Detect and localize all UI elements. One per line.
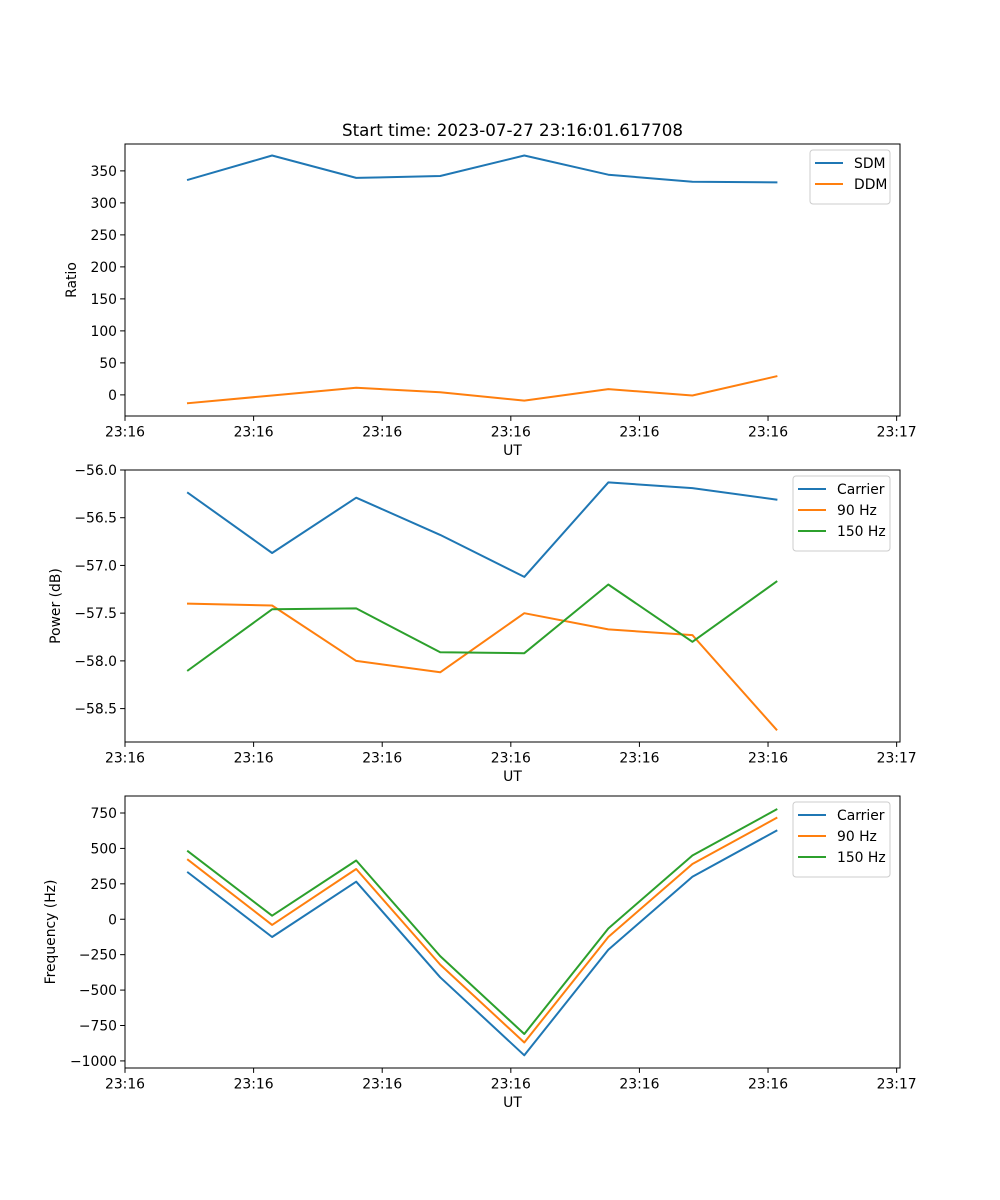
y-tick-label: −57.0	[74, 558, 117, 574]
x-tick-label: 23:16	[491, 1077, 531, 1093]
y-tick-label: 200	[90, 260, 117, 276]
y-tick-label: 100	[90, 324, 117, 340]
x-tick-label: 23:16	[234, 751, 274, 767]
x-tick-label: 23:16	[234, 1077, 274, 1093]
legend-label: DDM	[854, 177, 887, 193]
y-tick-label: −57.5	[74, 606, 117, 622]
legend-label: 90 Hz	[837, 829, 877, 845]
x-tick-label: 23:17	[877, 1077, 917, 1093]
y-tick-label: 350	[90, 164, 117, 180]
y-tick-label: −750	[79, 1019, 117, 1035]
y-tick-label: 0	[108, 912, 117, 928]
y-tick-label: −56.5	[74, 511, 117, 527]
x-tick-label: 23:17	[877, 425, 917, 441]
y-tick-label: 300	[90, 196, 117, 212]
x-axis-label: UT	[503, 1095, 522, 1111]
y-tick-label: 50	[99, 356, 117, 372]
legend: Carrier 90 Hz 150 Hz	[792, 801, 891, 878]
y-axis-label: Frequency (Hz)	[43, 880, 59, 985]
y-tick-label: −250	[79, 948, 117, 964]
x-tick-label: 23:16	[619, 425, 659, 441]
y-tick-label: 150	[90, 292, 117, 308]
x-tick-label: 23:16	[362, 751, 402, 767]
x-tick-label: 23:16	[748, 1077, 788, 1093]
y-tick-label: −56.0	[74, 463, 117, 479]
x-tick-label: 23:17	[877, 751, 917, 767]
x-tick-label: 23:16	[105, 425, 145, 441]
legend-label: 90 Hz	[837, 503, 877, 519]
subplot-1: Start time: 2023-07-27 23:16:01.617708 23…	[64, 120, 917, 459]
legend-label: Carrier	[837, 808, 885, 824]
legend: SDM DDM	[809, 149, 891, 205]
series-line-90-hz	[186, 602, 778, 732]
y-tick-label: −58.5	[74, 702, 117, 718]
series-line-ddm	[186, 375, 778, 405]
axes-frame	[124, 795, 901, 1069]
x-tick-label: 23:16	[491, 425, 531, 441]
x-tick-label: 23:16	[748, 425, 788, 441]
axes-frame	[124, 143, 901, 417]
y-tick-label: 250	[90, 228, 117, 244]
x-tick-label: 23:16	[362, 425, 402, 441]
y-axis-label: Power (dB)	[48, 568, 64, 644]
legend-label: Carrier	[837, 482, 885, 498]
series-line-150-hz	[186, 808, 778, 1035]
y-tick-label: 500	[90, 841, 117, 857]
legend-label: 150 Hz	[837, 524, 886, 540]
x-tick-label: 23:16	[105, 1077, 145, 1093]
legend-box	[792, 475, 891, 552]
x-tick-label: 23:16	[619, 751, 659, 767]
axes-frame	[124, 469, 901, 743]
y-tick-label: −1000	[70, 1054, 117, 1070]
series-line-sdm	[186, 154, 778, 184]
y-tick-label: 750	[90, 806, 117, 822]
x-tick-label: 23:16	[105, 751, 145, 767]
x-tick-label: 23:16	[234, 425, 274, 441]
chart-title: Start time: 2023-07-27 23:16:01.617708	[342, 120, 683, 140]
series-line-carrier	[186, 829, 778, 1057]
x-tick-label: 23:16	[491, 751, 531, 767]
legend-label: 150 Hz	[837, 850, 886, 866]
x-tick-label: 23:16	[362, 1077, 402, 1093]
series-line-carrier	[186, 481, 778, 578]
x-axis-label: UT	[503, 443, 522, 459]
subplot-2: 23:16 23:16 23:16 23:16 23:16 23:16 23:17 −56.0…	[48, 463, 917, 785]
subplot-3: 23:16 23:16 23:16 23:16 23:16 23:16 23:17 750 50…	[43, 795, 917, 1111]
y-tick-label: −500	[79, 983, 117, 999]
legend-label: SDM	[854, 156, 886, 172]
x-axis-label: UT	[503, 769, 522, 785]
series-line-90-hz	[186, 816, 778, 1044]
y-tick-label: 0	[108, 388, 117, 404]
legend: Carrier 90 Hz 150 Hz	[792, 475, 891, 552]
y-tick-label: 250	[90, 877, 117, 893]
series-line-150-hz	[186, 580, 778, 672]
y-tick-label: −58.0	[74, 654, 117, 670]
y-axis-label: Ratio	[64, 262, 80, 298]
x-tick-label: 23:16	[619, 1077, 659, 1093]
x-tick-label: 23:16	[748, 751, 788, 767]
legend-box	[792, 801, 891, 878]
